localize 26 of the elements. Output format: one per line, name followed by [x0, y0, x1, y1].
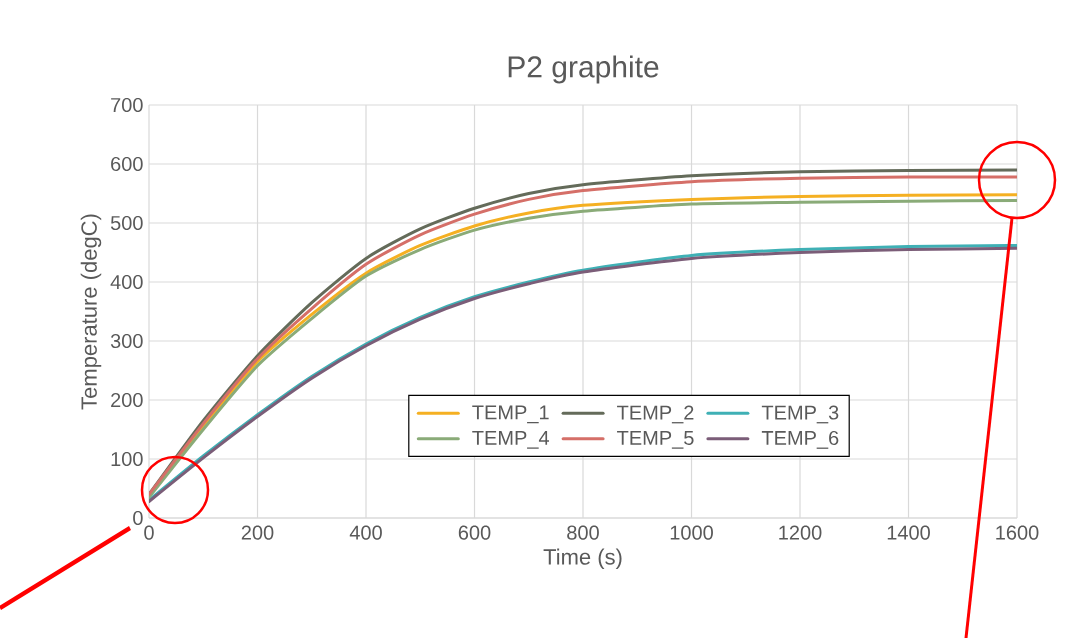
x-tick-label: 0 [144, 525, 154, 540]
y-tick-label: 500 [110, 215, 143, 231]
x-tick-label: 1600 [996, 525, 1039, 540]
y-tick-label: 0 [133, 510, 143, 526]
y-tick-label: 600 [111, 156, 143, 172]
x-tick-label: 200 [241, 525, 274, 540]
legend-label: TEMP_4 [472, 431, 550, 449]
y-tick-label: 100 [111, 451, 143, 467]
x-tick-label: 600 [458, 525, 491, 540]
legend-label: TEMP_1 [472, 405, 549, 424]
y-tick-label: 300 [110, 333, 143, 349]
y-tick-label: 400 [110, 274, 143, 290]
y-axis-title: Temperature (degC) [80, 214, 102, 410]
legend-label: TEMP_2 [617, 405, 694, 424]
y-tick-label: 700 [111, 97, 143, 113]
x-tick-label: 1200 [779, 525, 822, 540]
legend-label: TEMP_3 [761, 405, 839, 424]
y-tick-label: 200 [111, 392, 143, 408]
x-tick-label: 1000 [670, 525, 713, 540]
x-axis-title: Time (s) [543, 548, 622, 570]
legend-label: TEMP_6 [761, 430, 839, 449]
legend-label: TEMP_5 [617, 431, 694, 449]
x-tick-label: 800 [567, 525, 599, 540]
x-tick-label: 1400 [887, 525, 930, 540]
chart-title: P2 graphite [508, 55, 659, 84]
x-tick-label: 400 [349, 525, 382, 540]
